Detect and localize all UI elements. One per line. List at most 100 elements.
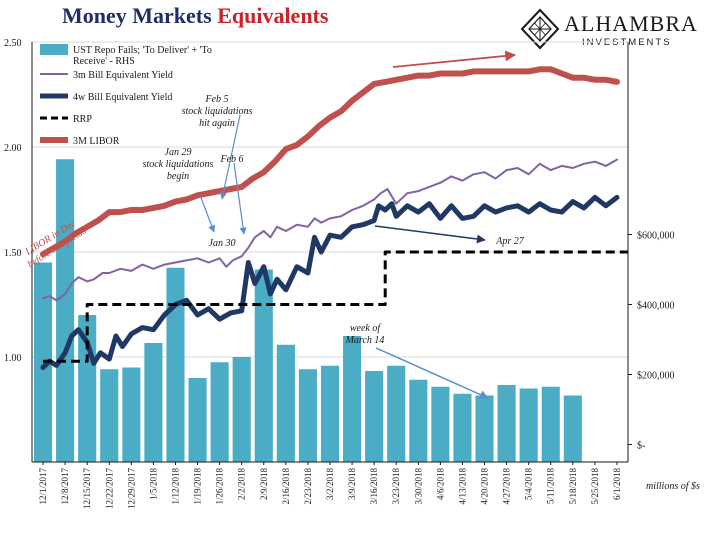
apr27-arrow: [374, 225, 486, 244]
annotation-line: week of: [350, 323, 381, 334]
y-right-tick-label: $200,000: [637, 371, 675, 382]
bar-3/2/2018: [320, 365, 340, 462]
x-tick-label: 12/15/2017: [82, 468, 92, 510]
x-tick-label: 3/30/2018: [413, 468, 423, 505]
x-tick-label: 12/1/2017: [38, 468, 48, 505]
bar-4/13/2018: [453, 393, 472, 462]
x-tick-label: 1/26/2018: [215, 468, 225, 505]
legend-label-bars: UST Repo Fails; 'To Deliver' + 'To: [73, 45, 212, 56]
x-tick-label: 4/27/2018: [502, 468, 512, 505]
y-left-tick-label: 1.00: [4, 353, 22, 364]
x-tick-label: 5/25/2018: [590, 468, 600, 505]
legend-label-2: 4w Bill Equivalent Yield: [73, 92, 172, 103]
diamond-emblem-icon: [520, 8, 560, 50]
jan29-arrow: [199, 194, 216, 233]
x-tick-label: 1/12/2018: [170, 468, 180, 505]
bars-group: [33, 159, 582, 462]
annotation-line: March 14: [345, 335, 385, 346]
bar-4/6/2018: [431, 386, 450, 462]
bar-1/26/2018: [210, 362, 229, 462]
legend-swatch-bars: [40, 44, 68, 55]
feb6-arrow: [233, 162, 247, 235]
series-line-0: [42, 158, 618, 302]
bar-3/9/2018: [343, 336, 362, 462]
legend: UST Repo Fails; 'To Deliver' + 'ToReceiv…: [40, 44, 212, 147]
annotation-line: hit again: [199, 118, 235, 129]
bar-2/9/2018: [254, 269, 273, 462]
x-tick-label: 5/11/2018: [546, 468, 556, 505]
annotation-line: Jan 30: [209, 238, 236, 249]
annotation-line: begin: [167, 171, 189, 182]
annotation-4: Jan 30: [209, 238, 236, 249]
bar-1/12/2018: [166, 267, 185, 462]
x-tick-label: 2/9/2018: [259, 468, 269, 501]
bar-5/18/2018: [563, 395, 582, 462]
bar-2/23/2018: [298, 369, 317, 462]
legend-label-4: 3M LIBOR: [73, 136, 120, 147]
y-left-tick-label: 2.00: [4, 143, 22, 154]
y-right-unit-label: millions of $s: [646, 481, 700, 492]
bar-4/20/2018: [475, 395, 494, 462]
x-tick-label: 3/23/2018: [391, 468, 401, 505]
march14-arrow: [375, 347, 489, 399]
legend-label-bars: Receive' - RHS: [73, 56, 135, 67]
annotation-3: Feb 6: [219, 154, 243, 165]
x-tick-label: 6/1/2018: [612, 468, 622, 501]
legend-label-3: RRP: [73, 114, 92, 125]
series-line-3: [40, 66, 620, 258]
annotation-line: Feb 6: [219, 154, 243, 165]
x-tick-label: 12/8/2017: [60, 468, 70, 505]
y-right-tick-label: $600,000: [637, 231, 675, 242]
annotation-line: Feb 5: [204, 94, 228, 105]
bar-5/4/2018: [519, 388, 538, 462]
bar-2/2/2018: [232, 357, 251, 462]
lines-group: [40, 66, 628, 370]
bar-4/27/2018: [497, 385, 516, 462]
x-tick-label: 5/4/2018: [524, 468, 534, 501]
bar-3/23/2018: [387, 365, 406, 462]
bar-1/19/2018: [188, 378, 207, 462]
gridlines: [32, 41, 628, 358]
bar-3/30/2018: [409, 379, 428, 462]
bar-12/22/2017: [100, 369, 119, 462]
x-tick-label: 5/18/2018: [568, 468, 578, 505]
series-line-1: [40, 194, 620, 370]
x-tick-label: 1/5/2018: [148, 468, 158, 501]
libor-trend-arrow: [392, 50, 517, 68]
annotation-line: stock liquidations: [143, 159, 214, 170]
annotation-line: Jan 29: [165, 147, 192, 158]
logo-name: ALHAMBRA: [564, 11, 698, 36]
x-tick-label: 12/22/2017: [104, 468, 114, 510]
chart-title: Money Markets Equivalents: [62, 3, 328, 29]
chart-title-part1: Money Markets: [62, 3, 218, 28]
feb5-arrow: [219, 114, 241, 200]
x-tick-label: 2/2/2018: [237, 468, 247, 501]
bar-2/16/2018: [276, 344, 295, 462]
x-tick-label: 2/23/2018: [303, 468, 313, 505]
x-tick-label: 2/16/2018: [281, 468, 291, 505]
y-right-tick-label: $400,000: [637, 301, 675, 312]
x-tick-label: 4/6/2018: [435, 468, 445, 501]
bar-12/8/2017: [56, 159, 75, 462]
x-tick-label: 3/9/2018: [347, 468, 357, 501]
y-left-tick-label: 2.50: [4, 38, 22, 49]
x-tick-label: 3/16/2018: [369, 468, 379, 505]
chart-title-part2: Equivalents: [217, 3, 329, 28]
bar-12/29/2017: [122, 367, 141, 462]
annotation-line: Apr 27: [495, 236, 525, 247]
annotation-line: stock liquidations: [182, 106, 253, 117]
x-tick-label: 4/20/2018: [480, 468, 490, 505]
x-tick-label: 3/2/2018: [325, 468, 335, 501]
x-tick-label: 12/29/2017: [126, 468, 136, 510]
series-line-2: [43, 250, 628, 363]
bar-1/5/2018: [144, 343, 163, 462]
annotation-5: Apr 27: [495, 236, 525, 247]
bar-5/11/2018: [541, 386, 560, 462]
bar-3/16/2018: [365, 371, 384, 462]
x-tick-label: 1/19/2018: [193, 468, 203, 505]
